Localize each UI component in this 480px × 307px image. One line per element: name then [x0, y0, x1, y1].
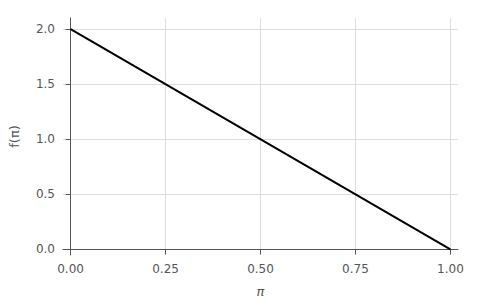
- svg-text:1.00: 1.00: [437, 262, 464, 276]
- svg-text:0.75: 0.75: [342, 262, 369, 276]
- svg-text:2.0: 2.0: [36, 22, 55, 36]
- svg-text:0.0: 0.0: [36, 242, 55, 256]
- svg-text:0.00: 0.00: [57, 262, 84, 276]
- svg-text:1.0: 1.0: [36, 132, 55, 146]
- svg-text:1.5: 1.5: [36, 77, 55, 91]
- svg-text:0.50: 0.50: [247, 262, 274, 276]
- svg-text:f(π): f(π): [7, 125, 22, 148]
- svg-text:0.25: 0.25: [152, 262, 179, 276]
- svg-text:π: π: [257, 284, 265, 299]
- svg-text:0.5: 0.5: [36, 187, 55, 201]
